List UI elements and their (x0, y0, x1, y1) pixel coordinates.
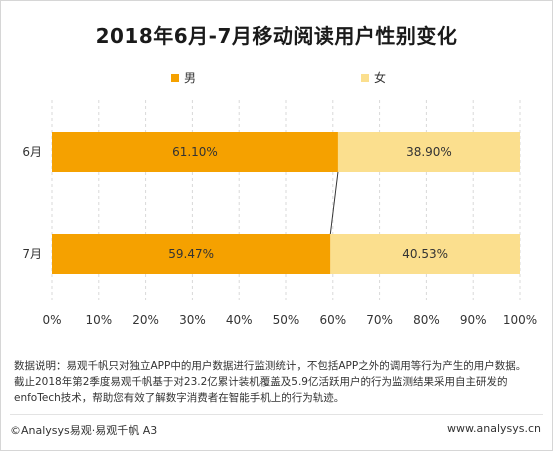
x-tick-label: 10% (85, 313, 112, 327)
legend-swatch-female (361, 74, 369, 82)
data-label: 40.53% (402, 247, 448, 261)
x-tick-label: 60% (319, 313, 346, 327)
bar-segment-female (330, 234, 520, 274)
category-labels: 6月 7月 (22, 145, 42, 261)
category-label: 6月 (22, 145, 42, 159)
x-tick-label: 0% (42, 313, 61, 327)
data-note: 数据说明：易观千帆只对独立APP中的用户数据进行监测统计，不包括APP之外的调用… (14, 358, 542, 406)
data-label: 59.47% (168, 247, 214, 261)
data-label: 61.10% (172, 145, 218, 159)
x-tick-label: 90% (460, 313, 487, 327)
legend-swatch-male (171, 74, 179, 82)
connector-line (329, 171, 339, 235)
x-tick-label: 100% (503, 313, 537, 327)
x-tick-label: 30% (179, 313, 206, 327)
data-label: 38.90% (406, 145, 452, 159)
bars: 61.10% 38.90% 59.47% 40.53% (52, 132, 520, 274)
x-tick-label: 40% (226, 313, 253, 327)
x-tick-label: 50% (273, 313, 300, 327)
legend-label-male: 男 (184, 71, 196, 85)
x-tick-label: 70% (366, 313, 393, 327)
legend: 男女 (171, 70, 386, 85)
legend-label-female: 女 (374, 70, 386, 85)
chart-title: 2018年6月-7月移动阅读用户性别变化 (95, 24, 458, 48)
category-label: 7月 (22, 247, 42, 261)
footer-divider (10, 414, 543, 415)
note-line-3: enfoTech技术，帮助您有效了解数字消费者在智能手机上的行为轨迹。 (14, 392, 345, 404)
x-tick-label: 80% (413, 313, 440, 327)
bar-chart: 男女 61.10% 38.90%59.47% 40.53% 6月7月 0% 10% 20… (22, 70, 537, 327)
bar-segment-male (52, 234, 331, 274)
x-axis-ticks: 0% 10% 20% 30% 40% 50% 60% 70% 80% 90% 100% (42, 313, 537, 327)
x-tick-label: 20% (132, 313, 159, 327)
note-line-1: 数据说明：易观千帆只对独立APP中的用户数据进行监测统计，不包括APP之外的调用… (14, 360, 527, 372)
note-line-2: 截止2018年第2季度易观千帆基于对23.2亿累计装机覆盖及5.9亿活跃用户的行… (14, 376, 508, 388)
footer-website: www.analysys.cn (447, 422, 541, 435)
bar-segment-male (52, 132, 338, 172)
footer-copyright: ©Analysys易观·易观千帆 A3 (10, 424, 158, 437)
bar-segment-female (337, 132, 520, 172)
